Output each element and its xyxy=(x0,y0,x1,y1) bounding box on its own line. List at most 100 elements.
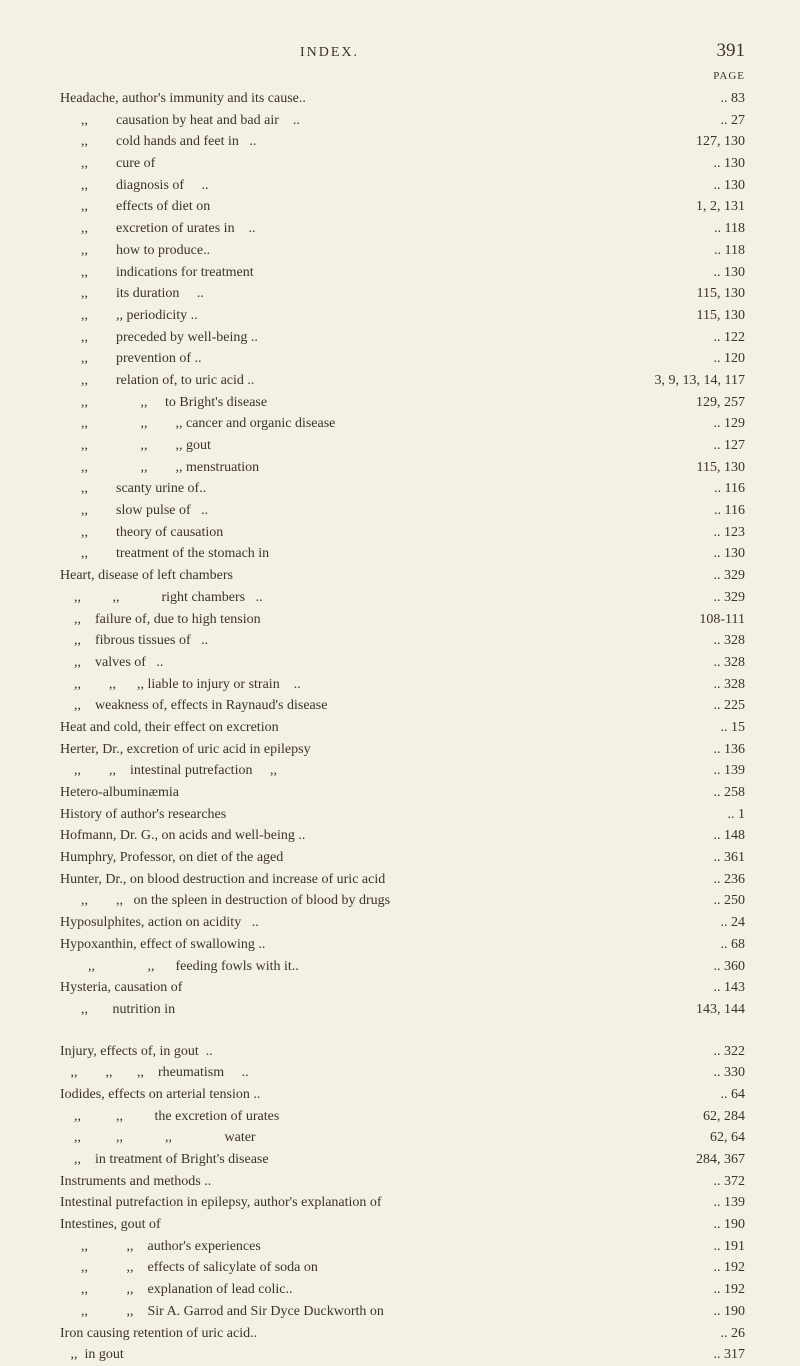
index-entry: ,, ,, feeding fowls with it.... 360 xyxy=(60,956,745,978)
entry-text: ,, ,, ,, menstruation xyxy=(60,457,259,479)
entry-dots xyxy=(262,1127,669,1141)
entry-dots xyxy=(275,543,669,557)
index-entry: ,, ,, the excretion of urates62, 284 xyxy=(60,1106,745,1128)
entry-text: ,, ,, Sir A. Garrod and Sir Dyce Duckwor… xyxy=(60,1301,384,1323)
entry-page: .. 64 xyxy=(675,1084,745,1106)
entry-page: .. 258 xyxy=(675,782,745,804)
index-entry: ,, in gout.. 317 xyxy=(60,1344,745,1366)
header-row: INDEX. 391 xyxy=(60,40,745,62)
entry-text: ,, ,, intestinal putrefaction ,, xyxy=(60,760,277,782)
index-entry: ,, treatment of the stomach in.. 130 xyxy=(60,543,745,565)
entry-text: ,, in treatment of Bright's disease xyxy=(60,1149,269,1171)
entry-text: ,, cure of xyxy=(60,153,155,175)
index-entry: ,, how to produce.... 118 xyxy=(60,240,745,262)
entry-dots xyxy=(283,760,669,774)
entry-text: ,, nutrition in xyxy=(60,999,175,1021)
entry-page: .. 139 xyxy=(675,1192,745,1214)
index-entry: ,, scanty urine of.... 116 xyxy=(60,478,745,500)
entry-dots xyxy=(217,435,669,449)
entry-dots xyxy=(204,305,669,319)
index-entry: ,, ,, ,, rheumatism .... 330 xyxy=(60,1062,745,1084)
entry-text: ,, relation of, to uric acid .. xyxy=(60,370,254,392)
entry-dots xyxy=(269,587,669,601)
entry-text: ,, preceded by well-being .. xyxy=(60,327,258,349)
entry-text: History of author's researches xyxy=(60,804,226,826)
entry-text: Heart, disease of left chambers xyxy=(60,565,233,587)
index-entry: ,, ,, ,, water62, 64 xyxy=(60,1127,745,1149)
entry-page: .. 136 xyxy=(675,739,745,761)
index-entry: Humphry, Professor, on diet of the aged.… xyxy=(60,847,745,869)
index-entry: ,, ,, right chambers .... 329 xyxy=(60,587,745,609)
entry-page: .. 27 xyxy=(675,110,745,132)
entry-dots xyxy=(285,1106,669,1120)
entry-text: ,, excretion of urates in .. xyxy=(60,218,256,240)
index-entry: Hysteria, causation of.. 143 xyxy=(60,977,745,999)
entry-dots xyxy=(181,999,669,1013)
entry-page: .. 139 xyxy=(675,760,745,782)
index-entry: Intestinal putrefaction in epilepsy, aut… xyxy=(60,1192,745,1214)
entry-page: 108-111 xyxy=(675,609,745,631)
entry-text: ,, theory of causation xyxy=(60,522,223,544)
index-entry: Hyposulphites, action on acidity .... 24 xyxy=(60,912,745,934)
entry-text: ,, treatment of the stomach in xyxy=(60,543,269,565)
entry-dots xyxy=(388,1192,669,1206)
entry-text: ,, diagnosis of .. xyxy=(60,175,209,197)
entry-text: ,, ,, ,, liable to injury or strain .. xyxy=(60,674,301,696)
index-entries-section-2: Injury, effects of, in gout .... 322 ,, … xyxy=(60,1041,745,1366)
entry-page: .. 116 xyxy=(675,500,745,522)
entry-page: 115, 130 xyxy=(675,457,745,479)
entry-dots xyxy=(265,457,669,471)
entry-dots xyxy=(260,262,669,276)
index-entry: Instruments and methods .... 372 xyxy=(60,1171,745,1193)
entry-dots xyxy=(262,218,669,232)
entry-dots xyxy=(264,327,669,341)
entry-text: ,, ,, ,, cancer and organic disease xyxy=(60,413,335,435)
entry-dots xyxy=(130,1344,669,1358)
index-entry: ,, cure of.. 130 xyxy=(60,153,745,175)
index-entry: ,, excretion of urates in .... 118 xyxy=(60,218,745,240)
entry-page: .. 24 xyxy=(675,912,745,934)
entry-page: .. 1 xyxy=(675,804,745,826)
header-title: INDEX. xyxy=(300,45,359,61)
entry-page: .. 120 xyxy=(675,348,745,370)
page-label: PAGE xyxy=(60,70,745,82)
index-entry: ,, its duration ..115, 130 xyxy=(60,283,745,305)
index-entry: ,, in treatment of Bright's disease284, … xyxy=(60,1149,745,1171)
index-entry: ,, nutrition in143, 144 xyxy=(60,999,745,1021)
index-entry: ,, indications for treatment.. 130 xyxy=(60,262,745,284)
index-entry: ,, prevention of .... 120 xyxy=(60,348,745,370)
index-entry: Headache, author's immunity and its caus… xyxy=(60,88,745,110)
index-entry: Herter, Dr., excretion of uric acid in e… xyxy=(60,739,745,761)
index-entry: ,, failure of, due to high tension108-11… xyxy=(60,609,745,631)
entry-text: Hysteria, causation of xyxy=(60,977,182,999)
entry-dots xyxy=(188,977,669,991)
entry-dots xyxy=(271,934,669,948)
entry-text: ,, indications for treatment xyxy=(60,262,254,284)
entry-dots xyxy=(216,240,669,254)
entry-page: 127, 130 xyxy=(675,131,745,153)
entry-page: .. 360 xyxy=(675,956,745,978)
entry-dots xyxy=(312,88,669,102)
index-entry: ,, ,, to Bright's disease129, 257 xyxy=(60,392,745,414)
entry-text: ,, ,, on the spleen in destruction of bl… xyxy=(60,890,390,912)
entry-page: 62, 64 xyxy=(675,1127,745,1149)
entry-dots xyxy=(390,1301,669,1315)
index-entry: Intestines, gout of.. 190 xyxy=(60,1214,745,1236)
entry-page: .. 190 xyxy=(675,1301,745,1323)
entry-text: Iodides, effects on arterial tension .. xyxy=(60,1084,260,1106)
index-entry: ,, valves of .... 328 xyxy=(60,652,745,674)
entry-page: .. 116 xyxy=(675,478,745,500)
entry-page: .. 122 xyxy=(675,327,745,349)
entry-text: ,, cold hands and feet in .. xyxy=(60,131,256,153)
entry-dots xyxy=(305,956,669,970)
entry-dots xyxy=(214,500,669,514)
index-entry: Hunter, Dr., on blood destruction and in… xyxy=(60,869,745,891)
entry-dots xyxy=(266,1084,669,1098)
index-entry: Heart, disease of left chambers.. 329 xyxy=(60,565,745,587)
entry-dots xyxy=(239,565,669,579)
entry-dots xyxy=(255,1062,669,1076)
entry-dots xyxy=(307,674,669,688)
index-entry: ,, ,, intestinal putrefaction ,, .. 139 xyxy=(60,760,745,782)
index-entry: Injury, effects of, in gout .... 322 xyxy=(60,1041,745,1063)
entry-dots xyxy=(299,1279,670,1293)
